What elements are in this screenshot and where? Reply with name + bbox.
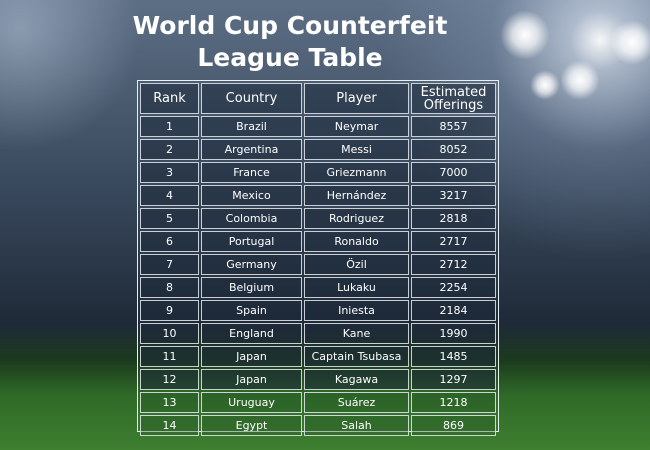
- table-row: 13 Uruguay Suárez 1218: [140, 392, 496, 413]
- table-row: 6 Portugal Ronaldo 2717: [140, 231, 496, 252]
- cell-rank: 4: [140, 185, 199, 206]
- cell-rank: 13: [140, 392, 199, 413]
- cell-offerings: 2818: [411, 208, 496, 229]
- cell-rank: 14: [140, 415, 199, 436]
- page-title: World Cup Counterfeit League Table: [0, 10, 580, 74]
- cell-player: Özil: [304, 254, 409, 275]
- cell-player: Griezmann: [304, 162, 409, 183]
- table-row: 1 Brazil Neymar 8557: [140, 116, 496, 137]
- table-row: 11 Japan Captain Tsubasa 1485: [140, 346, 496, 367]
- table-row: 3 France Griezmann 7000: [140, 162, 496, 183]
- title-line-2: League Table: [197, 43, 383, 72]
- header-player: Player: [304, 83, 409, 114]
- cell-player: Kagawa: [304, 369, 409, 390]
- cell-offerings: 1485: [411, 346, 496, 367]
- cell-country: Colombia: [201, 208, 302, 229]
- cell-rank: 3: [140, 162, 199, 183]
- table-header-row: Rank Country Player Estimated Offerings: [140, 83, 496, 114]
- cell-player: Neymar: [304, 116, 409, 137]
- cell-offerings: 2254: [411, 277, 496, 298]
- stadium-light: [560, 60, 600, 100]
- cell-country: Germany: [201, 254, 302, 275]
- cell-rank: 6: [140, 231, 199, 252]
- cell-rank: 11: [140, 346, 199, 367]
- cell-player: Salah: [304, 415, 409, 436]
- cell-country: Brazil: [201, 116, 302, 137]
- league-table: Rank Country Player Estimated Offerings …: [137, 80, 499, 436]
- cell-country: Spain: [201, 300, 302, 321]
- cell-country: Belgium: [201, 277, 302, 298]
- cell-country: Mexico: [201, 185, 302, 206]
- cell-country: Japan: [201, 346, 302, 367]
- table-row: 10 England Kane 1990: [140, 323, 496, 344]
- cell-player: Messi: [304, 139, 409, 160]
- cell-offerings: 8052: [411, 139, 496, 160]
- cell-offerings: 2184: [411, 300, 496, 321]
- cell-country: Uruguay: [201, 392, 302, 413]
- cell-player: Kane: [304, 323, 409, 344]
- cell-offerings: 1990: [411, 323, 496, 344]
- table-row: 5 Colombia Rodriguez 2818: [140, 208, 496, 229]
- cell-rank: 5: [140, 208, 199, 229]
- cell-offerings: 869: [411, 415, 496, 436]
- cell-country: England: [201, 323, 302, 344]
- cell-rank: 1: [140, 116, 199, 137]
- table-row: 14 Egypt Salah 869: [140, 415, 496, 436]
- cell-rank: 2: [140, 139, 199, 160]
- header-rank: Rank: [140, 83, 199, 114]
- cell-offerings: 1218: [411, 392, 496, 413]
- cell-offerings: 3217: [411, 185, 496, 206]
- cell-rank: 12: [140, 369, 199, 390]
- cell-offerings: 1297: [411, 369, 496, 390]
- cell-rank: 9: [140, 300, 199, 321]
- cell-player: Ronaldo: [304, 231, 409, 252]
- cell-country: Egypt: [201, 415, 302, 436]
- cell-player: Captain Tsubasa: [304, 346, 409, 367]
- cell-offerings: 2717: [411, 231, 496, 252]
- table-row: 2 Argentina Messi 8052: [140, 139, 496, 160]
- header-offerings: Estimated Offerings: [411, 83, 496, 114]
- cell-country: Japan: [201, 369, 302, 390]
- stadium-light: [530, 70, 560, 100]
- cell-player: Rodriguez: [304, 208, 409, 229]
- stadium-light: [500, 10, 550, 60]
- table-row: 4 Mexico Hernández 3217: [140, 185, 496, 206]
- table-row: 8 Belgium Lukaku 2254: [140, 277, 496, 298]
- table-row: 12 Japan Kagawa 1297: [140, 369, 496, 390]
- cell-country: Argentina: [201, 139, 302, 160]
- header-country: Country: [201, 83, 302, 114]
- cell-player: Iniesta: [304, 300, 409, 321]
- cell-player: Lukaku: [304, 277, 409, 298]
- cell-player: Hernández: [304, 185, 409, 206]
- cell-country: Portugal: [201, 231, 302, 252]
- cell-offerings: 7000: [411, 162, 496, 183]
- title-line-1: World Cup Counterfeit: [132, 11, 448, 40]
- table-row: 9 Spain Iniesta 2184: [140, 300, 496, 321]
- cell-rank: 10: [140, 323, 199, 344]
- cell-country: France: [201, 162, 302, 183]
- stadium-light: [610, 20, 650, 65]
- cell-player: Suárez: [304, 392, 409, 413]
- cell-rank: 8: [140, 277, 199, 298]
- cell-rank: 7: [140, 254, 199, 275]
- cell-offerings: 8557: [411, 116, 496, 137]
- table-row: 7 Germany Özil 2712: [140, 254, 496, 275]
- cell-offerings: 2712: [411, 254, 496, 275]
